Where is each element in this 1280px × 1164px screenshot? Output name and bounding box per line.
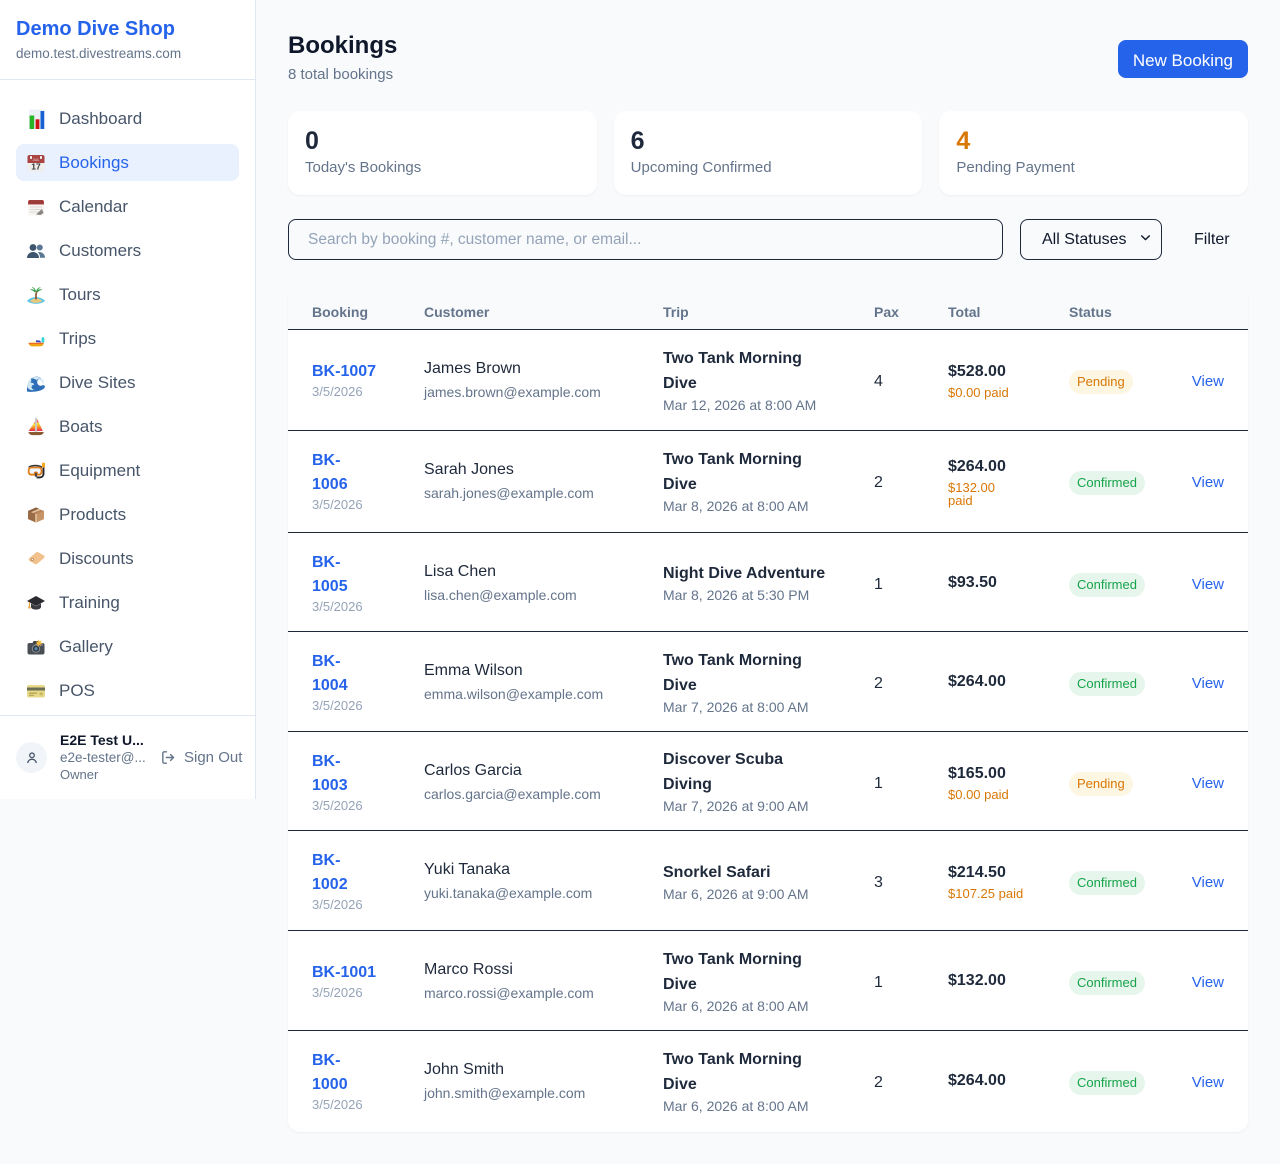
svg-text:17: 17 bbox=[31, 161, 41, 171]
svg-text:JUL: JUL bbox=[33, 157, 41, 162]
